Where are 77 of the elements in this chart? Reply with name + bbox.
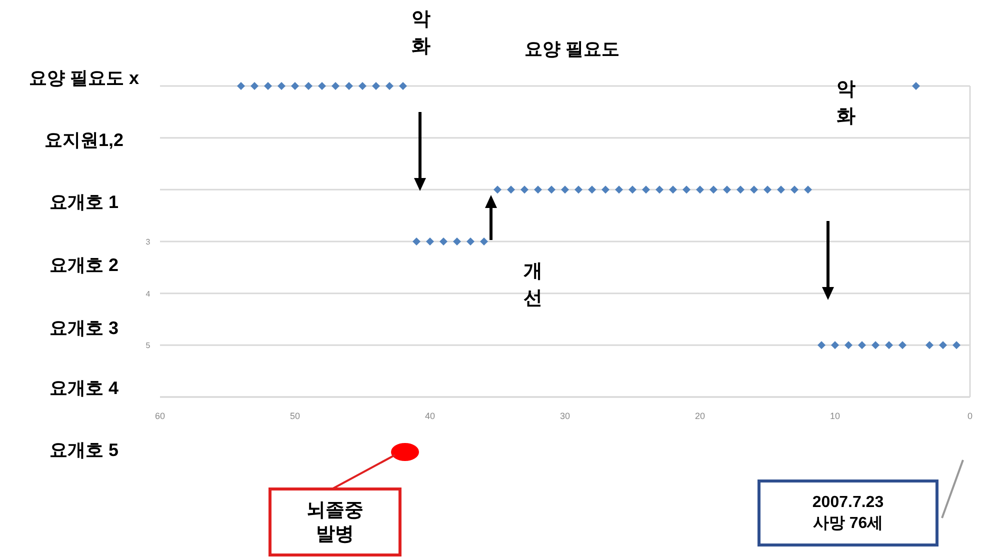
- x-tick-label: 30: [560, 411, 570, 421]
- point: [642, 186, 650, 194]
- point: [764, 186, 772, 194]
- point: [386, 82, 394, 90]
- point: [332, 82, 340, 90]
- point: [615, 186, 623, 194]
- point: [480, 238, 488, 246]
- point: [831, 341, 839, 350]
- text: 요개호 3: [49, 318, 119, 338]
- point: [885, 341, 893, 350]
- point: [912, 82, 920, 90]
- point: [710, 186, 718, 194]
- point: [777, 186, 785, 194]
- point: [412, 238, 420, 246]
- point: [696, 186, 704, 194]
- point: [952, 341, 960, 350]
- point: [399, 82, 407, 90]
- point: [278, 82, 286, 90]
- point: [520, 186, 528, 194]
- point: [669, 186, 677, 194]
- point: [588, 186, 596, 194]
- point: [318, 82, 326, 90]
- point: [358, 82, 366, 90]
- point: [898, 341, 906, 350]
- point: [872, 341, 880, 350]
- y-tick-label: 4: [146, 289, 151, 298]
- text: 요개호 1: [49, 192, 119, 212]
- text: 요개호 5: [49, 440, 119, 460]
- x-tick-label: 40: [424, 411, 436, 421]
- point: [372, 82, 380, 90]
- point: [939, 341, 947, 350]
- y-tick-label: 3: [146, 238, 151, 246]
- point: [291, 82, 299, 90]
- point: [345, 82, 353, 90]
- point: [736, 186, 744, 194]
- point: [440, 238, 448, 246]
- point: [561, 186, 569, 194]
- x-tick-label: 50: [290, 411, 300, 421]
- point: [426, 238, 434, 246]
- point: [656, 186, 664, 194]
- text: 악 화: [412, 9, 430, 57]
- text: 요개호 4: [49, 378, 119, 398]
- point: [844, 341, 852, 350]
- point: [926, 341, 934, 350]
- point: [466, 238, 474, 246]
- point: [858, 341, 866, 350]
- text: 요지원1,2: [44, 130, 124, 150]
- text: 요양 필요도 x: [28, 68, 140, 88]
- point: [682, 186, 690, 194]
- point: [750, 186, 758, 194]
- point: [628, 186, 636, 194]
- text: 요개호 2: [49, 255, 119, 275]
- x-tick-label: 0: [967, 411, 973, 421]
- annotation: 개 선: [524, 261, 542, 309]
- x-tick-label: 20: [694, 411, 706, 421]
- point: [250, 82, 258, 90]
- point: [237, 82, 245, 90]
- point: [264, 82, 272, 90]
- point: [453, 238, 461, 246]
- point: [602, 186, 610, 194]
- annotation: 악 화: [836, 79, 856, 127]
- point: [534, 186, 542, 194]
- point: [548, 186, 556, 194]
- text: 2007.7.23 사망 76세: [812, 494, 884, 532]
- point: [723, 186, 731, 194]
- point: [574, 186, 582, 194]
- point: [494, 186, 502, 194]
- x-tick-label: 60: [154, 411, 166, 421]
- chart-title: 요양 필요도: [524, 39, 620, 59]
- point: [804, 186, 812, 194]
- y-tick-label: 5: [146, 341, 151, 350]
- x-tick-label: 10: [830, 411, 840, 421]
- point: [790, 186, 798, 194]
- text: 뇌졸중 발병: [306, 500, 364, 545]
- point: [818, 341, 826, 350]
- point: [507, 186, 515, 194]
- point: [304, 82, 312, 90]
